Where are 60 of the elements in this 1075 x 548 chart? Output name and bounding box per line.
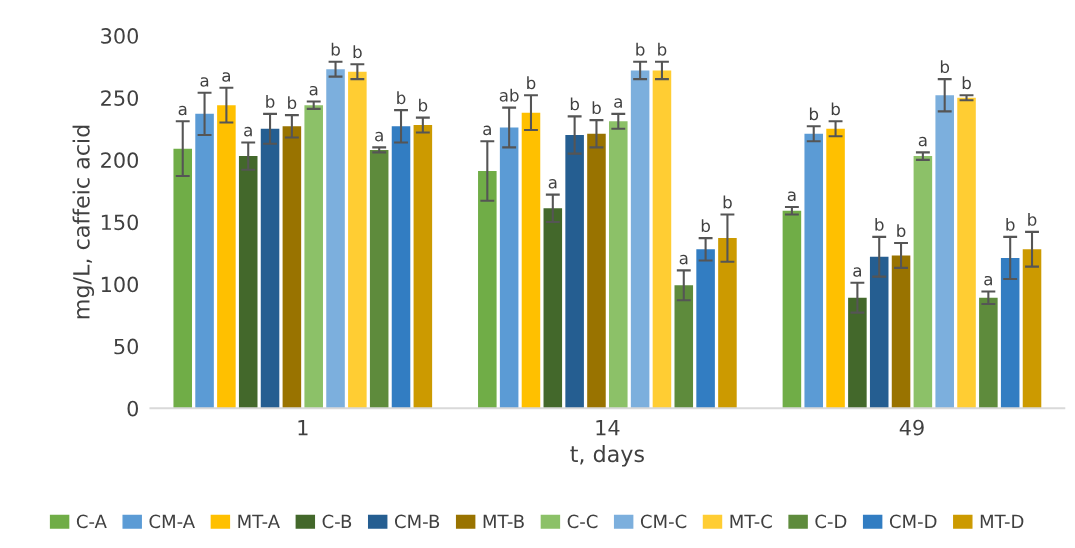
legend-label: C-B [322, 514, 352, 529]
data-label: a [244, 126, 252, 137]
data-label: b [570, 97, 580, 111]
data-label: b [809, 107, 819, 121]
x-axis-title: t, days [570, 445, 644, 467]
data-label: b [658, 42, 667, 56]
legend-label: MT-B [483, 514, 524, 528]
legend-label: MT-D [980, 514, 1024, 528]
data-label: b [331, 42, 340, 56]
y-tick-label: 150 [101, 214, 138, 231]
x-tick-label: 49 [899, 419, 924, 436]
legend-label: CM-A [149, 514, 195, 529]
data-label: b [1006, 217, 1015, 231]
y-axis-title: mg/L, caffeic acid [72, 125, 95, 319]
data-label: b [353, 45, 362, 59]
data-label: a [200, 77, 209, 87]
legend-label: CM-D [889, 514, 937, 529]
data-label: a [222, 72, 230, 82]
data-label: b [266, 94, 275, 108]
data-label: a [548, 179, 557, 189]
y-tick-label: 50 [114, 338, 139, 355]
x-tick-label: 14 [596, 420, 620, 436]
legend-label: MT-A [238, 514, 280, 528]
data-label: ab [499, 88, 519, 102]
data-label: a [375, 131, 383, 142]
data-label: b [831, 102, 840, 116]
data-label: b [875, 217, 884, 231]
legend-label: C-D [815, 514, 847, 529]
y-tick-label: 300 [101, 28, 138, 44]
data-label: a [918, 136, 927, 147]
x-tick-label: 1 [298, 420, 308, 436]
data-label: a [787, 191, 796, 202]
data-label: b [288, 96, 297, 110]
data-label: a [483, 125, 491, 136]
data-label: a [984, 275, 992, 286]
data-label: b [962, 76, 971, 90]
legend-label: C-A [76, 514, 107, 529]
data-label: b [592, 101, 601, 115]
data-label: b [419, 98, 428, 112]
data-label: a [309, 85, 318, 96]
data-label: b [397, 91, 406, 105]
y-tick-label: 200 [101, 152, 138, 169]
data-label: b [636, 42, 645, 56]
data-label: b [897, 224, 906, 238]
legend-label: C-C [567, 514, 598, 529]
y-tick-label: 250 [101, 90, 138, 106]
data-label: a [679, 254, 688, 265]
y-tick-label: 100 [101, 276, 138, 293]
data-label: a [853, 267, 861, 277]
data-label: a [178, 105, 187, 116]
legend-label: CM-C [640, 514, 687, 529]
data-label: b [1028, 212, 1037, 226]
data-label: b [701, 219, 710, 233]
legend-label: MT-C [730, 514, 772, 529]
y-tick-label: 0 [127, 400, 139, 417]
data-label: b [527, 76, 536, 90]
data-label: a [614, 98, 622, 108]
data-label: b [723, 195, 732, 209]
data-label: b [940, 60, 950, 74]
legend-label: CM-B [394, 514, 440, 529]
